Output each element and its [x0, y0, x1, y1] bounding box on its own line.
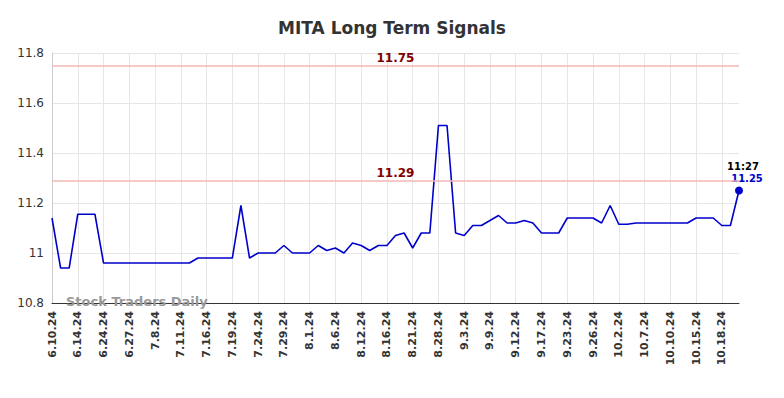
svg-text:11:27: 11:27 [727, 161, 759, 172]
svg-text:10.15.24: 10.15.24 [690, 311, 703, 366]
svg-text:6.24.24: 6.24.24 [97, 311, 110, 358]
svg-text:7.29.24: 7.29.24 [277, 311, 290, 358]
svg-text:9.17.24: 9.17.24 [535, 311, 548, 358]
svg-text:7.8.24: 7.8.24 [149, 311, 162, 350]
svg-text:11.4: 11.4 [17, 146, 44, 160]
svg-text:8.12.24: 8.12.24 [355, 311, 368, 358]
svg-text:10.10.24: 10.10.24 [664, 311, 677, 366]
svg-text:9.26.24: 9.26.24 [587, 311, 600, 358]
svg-text:11.2: 11.2 [17, 196, 44, 210]
svg-text:11.6: 11.6 [17, 96, 44, 110]
svg-text:10.8: 10.8 [17, 296, 44, 310]
svg-text:6.14.24: 6.14.24 [71, 311, 84, 358]
svg-text:6.10.24: 6.10.24 [46, 311, 59, 358]
svg-text:10.18.24: 10.18.24 [715, 311, 728, 366]
svg-text:7.11.24: 7.11.24 [174, 311, 187, 358]
svg-text:11.75: 11.75 [377, 51, 415, 65]
svg-text:8.28.24: 8.28.24 [432, 311, 445, 358]
svg-text:9.23.24: 9.23.24 [561, 311, 574, 358]
svg-text:11: 11 [29, 246, 44, 260]
svg-text:9.9.24: 9.9.24 [483, 311, 496, 350]
svg-text:10.7.24: 10.7.24 [638, 311, 651, 358]
svg-text:7.16.24: 7.16.24 [200, 311, 213, 358]
svg-text:10.2.24: 10.2.24 [612, 311, 625, 358]
svg-text:11.25: 11.25 [731, 173, 763, 184]
svg-text:8.6.24: 8.6.24 [329, 311, 342, 350]
svg-text:6.27.24: 6.27.24 [123, 311, 136, 358]
svg-text:8.21.24: 8.21.24 [406, 311, 419, 358]
svg-text:9.12.24: 9.12.24 [509, 311, 522, 358]
svg-text:8.16.24: 8.16.24 [380, 311, 393, 358]
svg-text:7.24.24: 7.24.24 [252, 311, 265, 358]
svg-text:MITA Long Term Signals: MITA Long Term Signals [278, 18, 506, 38]
svg-text:11.8: 11.8 [17, 46, 44, 60]
svg-text:9.3.24: 9.3.24 [458, 311, 471, 350]
svg-text:8.1.24: 8.1.24 [303, 311, 316, 350]
svg-text:7.19.24: 7.19.24 [226, 311, 239, 358]
svg-text:11.29: 11.29 [377, 166, 415, 180]
svg-text:Stock Traders Daily: Stock Traders Daily [66, 294, 208, 309]
